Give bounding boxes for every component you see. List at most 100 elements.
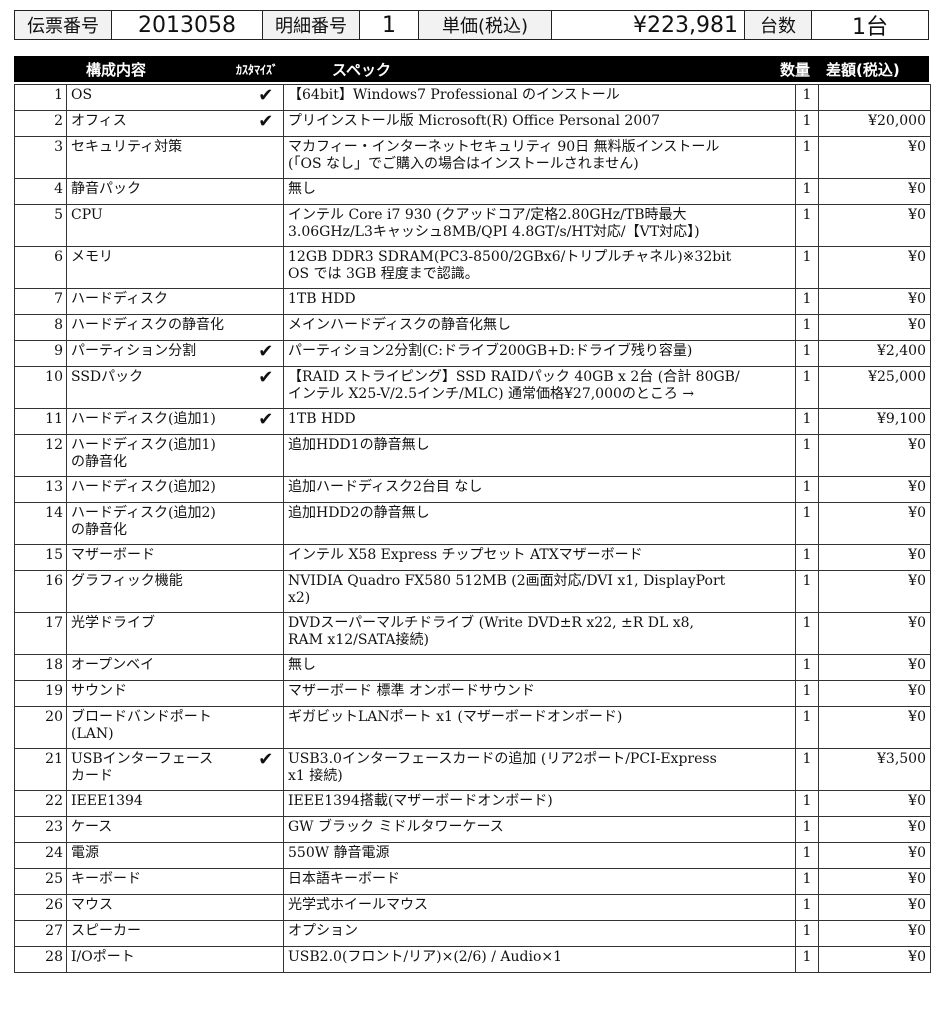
row-item: サウンド	[66, 680, 249, 707]
table-row: 22 IEEE1394 IEEE1394搭載(マザーボードオンボード) 1 ¥0	[14, 790, 931, 817]
row-diff: ¥0	[818, 288, 931, 315]
row-item: 電源	[66, 842, 249, 869]
row-item: パーティション分割	[66, 340, 249, 367]
table-row: 6 メモリ 12GB DDR3 SDRAM(PC3-8500/2GBx6/トリプルチ…	[14, 246, 931, 289]
customize-check-icon	[248, 920, 284, 947]
row-qty: 1	[795, 654, 819, 681]
row-spec: ギガビットLANポート x1 (マザーボードオンボード)	[283, 706, 796, 749]
row-diff: ¥0	[818, 706, 931, 749]
row-qty: 1	[795, 110, 819, 137]
table-row: 13 ハードディスク(追加2) 追加ハードディスク2台目 なし 1 ¥0	[14, 476, 931, 503]
row-number: 3	[14, 136, 67, 179]
row-diff: ¥0	[818, 920, 931, 947]
row-qty: 1	[795, 408, 819, 435]
row-number: 19	[14, 680, 67, 707]
row-spec: GW ブラック ミドルタワーケース	[283, 816, 796, 843]
row-item: ハードディスク	[66, 288, 249, 315]
slip-number: 2013058	[112, 11, 263, 39]
row-diff: ¥20,000	[818, 110, 931, 137]
row-item: グラフィック機能	[66, 570, 249, 613]
customize-check-icon	[248, 476, 284, 503]
table-row: 7 ハードディスク 1TB HDD 1 ¥0	[14, 288, 931, 315]
row-qty: 1	[795, 946, 819, 973]
row-spec: パーティション2分割(C:ドライブ200GB+D:ドライブ残り容量)	[283, 340, 796, 367]
row-item: ハードディスク(追加2) の静音化	[66, 502, 249, 545]
units-label: 台数	[745, 11, 812, 39]
row-number: 6	[14, 246, 67, 289]
row-item: ケース	[66, 816, 249, 843]
table-row: 27 スピーカー オプション 1 ¥0	[14, 920, 931, 947]
row-qty: 1	[795, 920, 819, 947]
row-qty: 1	[795, 434, 819, 477]
row-diff: ¥0	[818, 136, 931, 179]
table-row: 26 マウス 光学式ホイールマウス 1 ¥0	[14, 894, 931, 921]
row-item: ハードディスク(追加1)	[66, 408, 249, 435]
row-number: 15	[14, 544, 67, 571]
table-row: 1 OS ✔ 【64bit】Windows7 Professional のインストール…	[14, 84, 931, 111]
row-number: 28	[14, 946, 67, 973]
customize-check-icon	[248, 136, 284, 179]
row-diff: ¥0	[818, 476, 931, 503]
table-row: 2 オフィス ✔ プリインストール版 Microsoft(R) Office Pers…	[14, 110, 931, 137]
row-spec: 日本語キーボード	[283, 868, 796, 895]
customize-check-icon	[248, 842, 284, 869]
customize-check-icon	[248, 654, 284, 681]
row-diff: ¥0	[818, 612, 931, 655]
table-row: 3 セキュリティ対策 マカフィー・インターネットセキュリティ 90日 無料版インスト…	[14, 136, 931, 179]
row-number: 26	[14, 894, 67, 921]
detail-number-label: 明細番号	[263, 11, 360, 39]
row-item: IEEE1394	[66, 790, 249, 817]
row-item: マウス	[66, 894, 249, 921]
row-number: 7	[14, 288, 67, 315]
row-qty: 1	[795, 680, 819, 707]
row-qty: 1	[795, 842, 819, 869]
row-number: 24	[14, 842, 67, 869]
table-row: 14 ハードディスク(追加2) の静音化 追加HDD2の静音無し 1 ¥0	[14, 502, 931, 545]
table-row: 5 CPU インテル Core i7 930 (クアッドコア/定格2.80GHz/T…	[14, 204, 931, 247]
customize-check-icon	[248, 288, 284, 315]
row-item: ハードディスク(追加2)	[66, 476, 249, 503]
customize-check-icon	[248, 246, 284, 289]
row-item: ハードディスクの静音化	[66, 314, 249, 341]
row-spec: 光学式ホイールマウス	[283, 894, 796, 921]
row-item: キーボード	[66, 868, 249, 895]
row-diff: ¥0	[818, 894, 931, 921]
col-spec: スペック	[332, 61, 391, 79]
row-diff: ¥0	[818, 434, 931, 477]
table-row: 19 サウンド マザーボード 標準 オンボードサウンド 1 ¥0	[14, 680, 931, 707]
row-item: I/Oポート	[66, 946, 249, 973]
customize-check-icon: ✔	[248, 84, 284, 111]
row-diff: ¥25,000	[818, 366, 931, 409]
row-diff: ¥0	[818, 842, 931, 869]
row-item: オフィス	[66, 110, 249, 137]
row-item: CPU	[66, 204, 249, 247]
row-qty: 1	[795, 288, 819, 315]
row-diff: ¥0	[818, 246, 931, 289]
row-qty: 1	[795, 894, 819, 921]
row-spec: 1TB HDD	[283, 288, 796, 315]
row-number: 5	[14, 204, 67, 247]
row-spec: 550W 静音電源	[283, 842, 796, 869]
customize-check-icon	[248, 434, 284, 477]
row-number: 13	[14, 476, 67, 503]
customize-check-icon	[248, 790, 284, 817]
row-diff: ¥2,400	[818, 340, 931, 367]
units: 1台	[812, 11, 928, 40]
row-qty: 1	[795, 246, 819, 289]
row-diff: ¥0	[818, 502, 931, 545]
row-diff: ¥0	[818, 816, 931, 843]
customize-check-icon: ✔	[248, 408, 284, 435]
customize-check-icon	[248, 894, 284, 921]
row-number: 14	[14, 502, 67, 545]
customize-check-icon	[248, 706, 284, 749]
row-diff: ¥9,100	[818, 408, 931, 435]
row-number: 11	[14, 408, 67, 435]
table-row: 25 キーボード 日本語キーボード 1 ¥0	[14, 868, 931, 895]
row-qty: 1	[795, 204, 819, 247]
row-number: 2	[14, 110, 67, 137]
row-diff: ¥0	[818, 204, 931, 247]
row-qty: 1	[795, 314, 819, 341]
customize-check-icon	[248, 570, 284, 613]
row-spec: オプション	[283, 920, 796, 947]
row-spec: メインハードディスクの静音化無し	[283, 314, 796, 341]
